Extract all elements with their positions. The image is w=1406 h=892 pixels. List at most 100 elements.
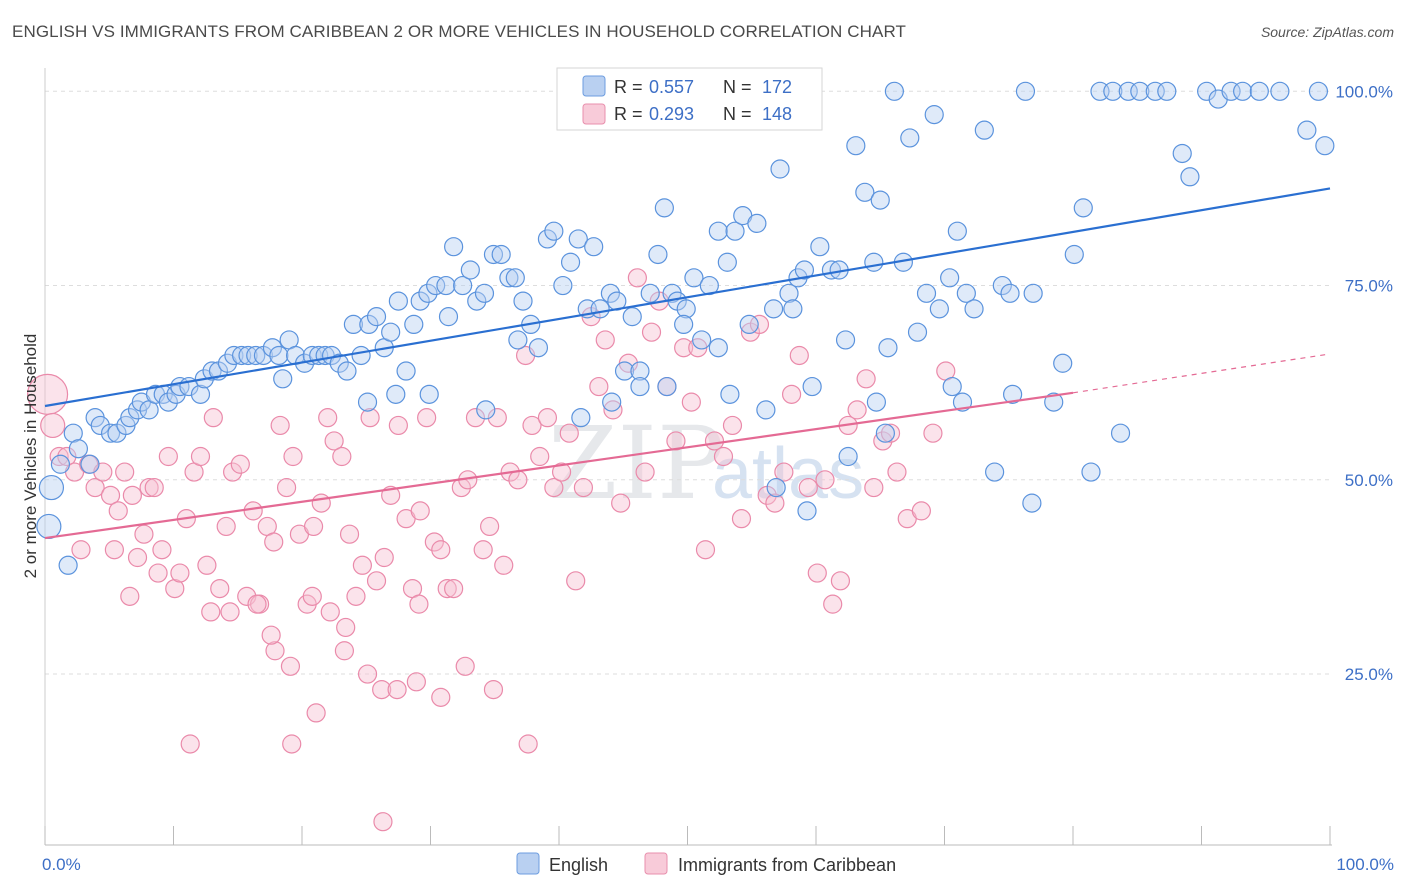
pink-point-116 — [880, 423, 901, 443]
blue-point-76 — [590, 299, 610, 319]
blue-point-93 — [725, 221, 745, 241]
blue-point-49 — [381, 322, 401, 342]
blue-point-147 — [1233, 81, 1253, 101]
legend-pink-n-value: 148 — [762, 104, 792, 124]
pink-point-141 — [373, 812, 393, 832]
watermark-atlas: atlas — [712, 434, 864, 514]
blue-point-127 — [1000, 283, 1020, 303]
blue-point-64 — [499, 268, 519, 288]
legend-swatch-pink — [582, 103, 606, 125]
blue-point-18 — [158, 392, 178, 412]
blue-point-62 — [483, 244, 504, 265]
blue-point-140 — [1145, 81, 1165, 101]
pink-point-35 — [270, 415, 290, 436]
pink-point-100 — [749, 314, 770, 335]
pink-point-80 — [589, 376, 609, 397]
blue-point-73 — [568, 229, 588, 249]
blue-point-172 — [1003, 384, 1023, 404]
pink-point-103 — [774, 462, 794, 482]
blue-point-118 — [924, 105, 944, 125]
blue-point-169 — [866, 392, 886, 412]
blue-point-134 — [1081, 462, 1101, 482]
blue-point-32 — [262, 338, 283, 358]
pink-point-144 — [261, 625, 281, 645]
blue-point-165 — [357, 392, 378, 412]
blue-point-89 — [692, 330, 712, 350]
pink-point-106 — [798, 477, 818, 498]
pink-point-10 — [108, 501, 128, 521]
pink-point-128 — [265, 641, 285, 661]
blue-point-125 — [985, 462, 1005, 482]
legend-pink-r-value: 0.293 — [649, 104, 694, 124]
blue-point-91 — [708, 221, 728, 241]
blue-point-5 — [68, 439, 89, 459]
legend-swatch-blue — [582, 75, 606, 97]
blue-point-79 — [614, 361, 635, 381]
blue-point-117 — [916, 283, 937, 303]
blue-point-96 — [747, 213, 767, 233]
pink-point-16 — [144, 477, 164, 498]
stats-legend: R = 0.557 N = 172 R = 0.293 N = 148 — [556, 67, 823, 131]
blue-point-54 — [418, 283, 438, 303]
pink-point-28 — [223, 462, 243, 482]
pink-point-64 — [473, 540, 493, 560]
blue-point-1 — [38, 474, 65, 501]
pink-point-127 — [247, 594, 267, 614]
blue-point-80 — [622, 307, 642, 327]
pink-point-75 — [551, 462, 572, 482]
pink-point-40 — [303, 516, 324, 537]
pink-point-23 — [190, 446, 211, 467]
pink-point-20 — [170, 563, 190, 583]
pink-point-119 — [911, 501, 931, 521]
pink-point-124 — [148, 563, 168, 583]
pink-point-96 — [713, 446, 734, 467]
blue-point-133 — [1073, 198, 1093, 218]
pink-point-19 — [165, 578, 185, 599]
blue-point-44 — [343, 314, 363, 335]
pink-point-73 — [537, 408, 558, 428]
pink-point-78 — [573, 477, 594, 498]
blue-point-112 — [878, 338, 898, 358]
legend-blue-r-value: 0.557 — [649, 77, 694, 97]
blue-point-72 — [560, 252, 581, 272]
pink-point-46 — [346, 586, 366, 606]
source-label: Source: ZipAtlas.com — [1260, 24, 1394, 40]
pink-point-134 — [372, 679, 392, 700]
legend-pink-n-label: N = — [723, 104, 752, 124]
axes — [44, 68, 1332, 846]
blue-point-116 — [907, 322, 928, 342]
blue-point-155 — [438, 307, 459, 327]
pink-point-57 — [424, 532, 444, 552]
blue-point-143 — [1180, 167, 1200, 187]
pink-point-45 — [339, 524, 360, 544]
pink-point-76 — [559, 423, 579, 443]
blue-point-4 — [63, 423, 83, 443]
blue-point-115 — [900, 128, 920, 148]
pink-point-11 — [115, 462, 135, 482]
blue-point-51 — [396, 361, 416, 381]
blue-point-46 — [359, 314, 379, 335]
pink-point-5 — [71, 540, 91, 560]
pink-point-12 — [122, 485, 142, 505]
blue-point-61 — [474, 283, 495, 303]
blue-point-167 — [720, 384, 740, 404]
legend-pink-r-label: R = — [614, 104, 643, 124]
pink-point-63 — [465, 408, 486, 428]
blue-point-50 — [388, 291, 408, 311]
blue-point-156 — [386, 384, 406, 404]
blue-point-60 — [467, 291, 487, 311]
blue-point-174 — [952, 392, 973, 412]
pink-point-1 — [40, 412, 66, 439]
pink-point-98 — [731, 509, 752, 529]
pink-point-36 — [276, 477, 297, 498]
pink-point-110 — [830, 571, 851, 591]
x-ticks — [44, 826, 1331, 845]
blue-point-52 — [404, 314, 424, 335]
blue-point-168 — [783, 299, 803, 319]
blue-point-45 — [351, 345, 371, 366]
pink-point-115 — [873, 431, 893, 451]
blue-point-107 — [835, 330, 856, 350]
pink-point-108 — [815, 470, 835, 490]
blue-point-131 — [1053, 353, 1073, 373]
